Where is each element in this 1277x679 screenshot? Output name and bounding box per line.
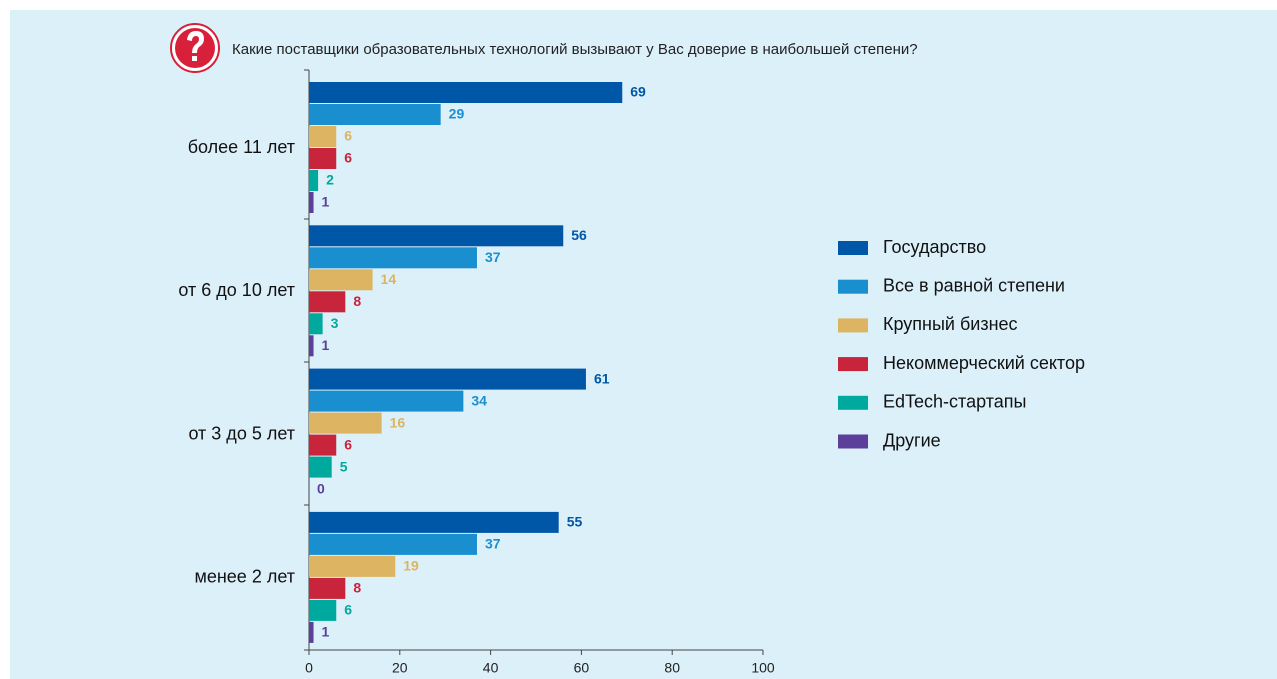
x-tick-label: 0 bbox=[305, 660, 313, 676]
value-label: 69 bbox=[630, 84, 646, 100]
value-label: 6 bbox=[344, 128, 352, 144]
bar bbox=[309, 434, 337, 456]
legend-swatch bbox=[838, 318, 868, 333]
value-label: 55 bbox=[567, 514, 583, 530]
bar bbox=[309, 225, 564, 247]
value-label: 8 bbox=[353, 580, 361, 596]
bar bbox=[309, 456, 332, 478]
value-label: 6 bbox=[344, 602, 352, 618]
question-mark bbox=[187, 31, 204, 61]
value-label: 37 bbox=[485, 249, 501, 265]
chart-title: Какие поставщики образовательных техноло… bbox=[232, 41, 918, 58]
bar bbox=[309, 511, 559, 533]
value-label: 14 bbox=[381, 271, 397, 287]
bar bbox=[309, 291, 346, 313]
value-label: 6 bbox=[344, 436, 352, 452]
value-label: 16 bbox=[390, 414, 406, 430]
bar bbox=[309, 555, 396, 577]
category-label: более 11 лет bbox=[188, 137, 295, 157]
legend-label: Государство bbox=[883, 237, 986, 257]
bar bbox=[309, 170, 319, 191]
value-label: 61 bbox=[594, 370, 610, 386]
x-tick-label: 60 bbox=[574, 660, 590, 676]
value-label: 1 bbox=[322, 194, 330, 210]
legend-swatch bbox=[838, 241, 868, 255]
bar bbox=[309, 412, 382, 434]
legend-swatch bbox=[838, 395, 868, 410]
value-label: 34 bbox=[471, 392, 487, 408]
bar bbox=[309, 126, 337, 147]
x-tick-label: 100 bbox=[751, 660, 775, 676]
bar bbox=[309, 335, 314, 357]
x-tick-label: 80 bbox=[664, 660, 680, 676]
value-label: 0 bbox=[317, 480, 325, 496]
value-label: 1 bbox=[322, 337, 330, 353]
bar bbox=[309, 247, 477, 269]
bar bbox=[309, 313, 323, 335]
legend-label: Все в равной степени bbox=[883, 275, 1065, 295]
legend-swatch bbox=[838, 279, 868, 294]
background bbox=[10, 10, 1277, 679]
category-label: от 3 до 5 лет bbox=[188, 423, 295, 443]
value-label: 6 bbox=[344, 150, 352, 166]
bar bbox=[309, 192, 314, 213]
x-tick-label: 40 bbox=[483, 660, 499, 676]
legend-swatch bbox=[838, 434, 868, 449]
x-tick-label: 20 bbox=[392, 660, 408, 676]
category-label: от 6 до 10 лет bbox=[178, 280, 295, 300]
bar bbox=[309, 621, 314, 643]
value-label: 2 bbox=[326, 172, 334, 188]
bar bbox=[309, 599, 337, 621]
category-label: менее 2 лет bbox=[194, 567, 295, 587]
bar bbox=[309, 533, 477, 555]
bar bbox=[309, 148, 337, 169]
bar bbox=[309, 104, 441, 125]
value-label: 37 bbox=[485, 536, 501, 552]
value-label: 29 bbox=[449, 106, 465, 122]
bar bbox=[309, 390, 464, 412]
value-label: 19 bbox=[403, 558, 419, 574]
legend-swatch bbox=[838, 357, 868, 372]
legend-label: EdTech-стартапы bbox=[883, 392, 1026, 412]
bar bbox=[309, 82, 623, 103]
bar bbox=[309, 269, 373, 291]
value-label: 8 bbox=[353, 293, 361, 309]
bar bbox=[309, 577, 346, 599]
bar bbox=[309, 368, 586, 390]
value-label: 5 bbox=[340, 458, 348, 474]
legend-label: Другие bbox=[883, 430, 941, 450]
value-label: 56 bbox=[571, 227, 587, 243]
value-label: 3 bbox=[331, 315, 339, 331]
value-label: 1 bbox=[322, 624, 330, 640]
legend-label: Некоммерческий сектор bbox=[883, 353, 1085, 373]
legend-label: Крупный бизнес bbox=[883, 314, 1018, 334]
category-separators bbox=[304, 69, 309, 651]
